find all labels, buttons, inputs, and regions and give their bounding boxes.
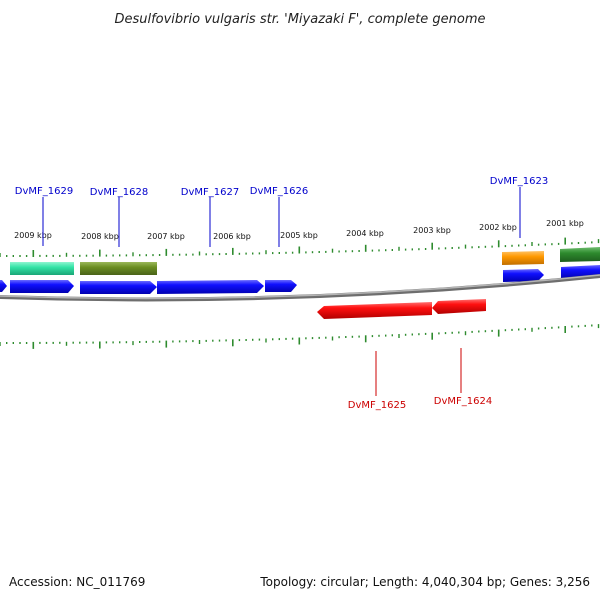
forward-cds-arrow[interactable] bbox=[10, 280, 74, 293]
scale-label-2003: 2003 kbp bbox=[413, 226, 451, 235]
forward-cds-arrow[interactable] bbox=[80, 281, 157, 294]
gene-label-dvmf-1624[interactable]: DvMF_1624 bbox=[434, 396, 492, 407]
gene-label-dvmf-1628[interactable]: DvMF_1628 bbox=[90, 187, 148, 198]
map-title: Desulfovibrio vulgaris str. 'Miyazaki F'… bbox=[114, 12, 485, 27]
forward-gene-labels: DvMF_1629 DvMF_1628 DvMF_1627 DvMF_1626 … bbox=[15, 176, 548, 198]
scale-labels: 2009 kbp 2008 kbp 2007 kbp 2006 kbp 2005… bbox=[14, 219, 584, 241]
gene-label-dvmf-1627[interactable]: DvMF_1627 bbox=[181, 187, 239, 198]
feature-orange[interactable] bbox=[502, 251, 544, 265]
reverse-ruler-ticks bbox=[0, 324, 600, 349]
genome-summary-text: Topology: circular; Length: 4,040,304 bp… bbox=[259, 575, 590, 589]
reverse-label-leaders bbox=[375, 348, 462, 396]
feature-track-upper bbox=[10, 247, 600, 275]
feature-dark-green[interactable] bbox=[560, 247, 600, 262]
reverse-cds-arrow-dvmf-1625[interactable] bbox=[317, 302, 432, 319]
scale-label-2002: 2002 kbp bbox=[479, 223, 517, 232]
genome-backbone-highlight bbox=[0, 274, 600, 300]
scale-label-2009: 2009 kbp bbox=[14, 231, 52, 240]
genome-backbone bbox=[0, 274, 600, 302]
feature-olive[interactable] bbox=[80, 262, 157, 275]
gene-label-dvmf-1629[interactable]: DvMF_1629 bbox=[15, 186, 73, 197]
forward-cds-arrow[interactable] bbox=[157, 280, 264, 294]
accession-text: Accession: NC_011769 bbox=[9, 575, 145, 589]
scale-label-2004: 2004 kbp bbox=[346, 229, 384, 238]
forward-cds-arrow[interactable] bbox=[503, 269, 544, 282]
feature-rrna[interactable] bbox=[10, 262, 74, 275]
forward-label-leaders bbox=[42, 187, 521, 247]
gene-label-dvmf-1626[interactable]: DvMF_1626 bbox=[250, 186, 308, 197]
forward-cds-arrow[interactable] bbox=[0, 280, 7, 292]
scale-label-2007: 2007 kbp bbox=[147, 232, 185, 241]
scale-label-2006: 2006 kbp bbox=[213, 232, 251, 241]
feature-track-reverse-cds bbox=[317, 299, 486, 319]
scale-label-2008: 2008 kbp bbox=[81, 232, 119, 241]
scale-label-2005: 2005 kbp bbox=[280, 231, 318, 240]
gene-label-dvmf-1623[interactable]: DvMF_1623 bbox=[490, 176, 548, 187]
reverse-cds-arrow-dvmf-1624[interactable] bbox=[432, 299, 486, 314]
scale-label-2001: 2001 kbp bbox=[546, 219, 584, 228]
forward-ruler-ticks bbox=[0, 237, 600, 257]
forward-cds-arrow[interactable] bbox=[265, 280, 297, 292]
gene-label-dvmf-1625[interactable]: DvMF_1625 bbox=[348, 400, 406, 411]
